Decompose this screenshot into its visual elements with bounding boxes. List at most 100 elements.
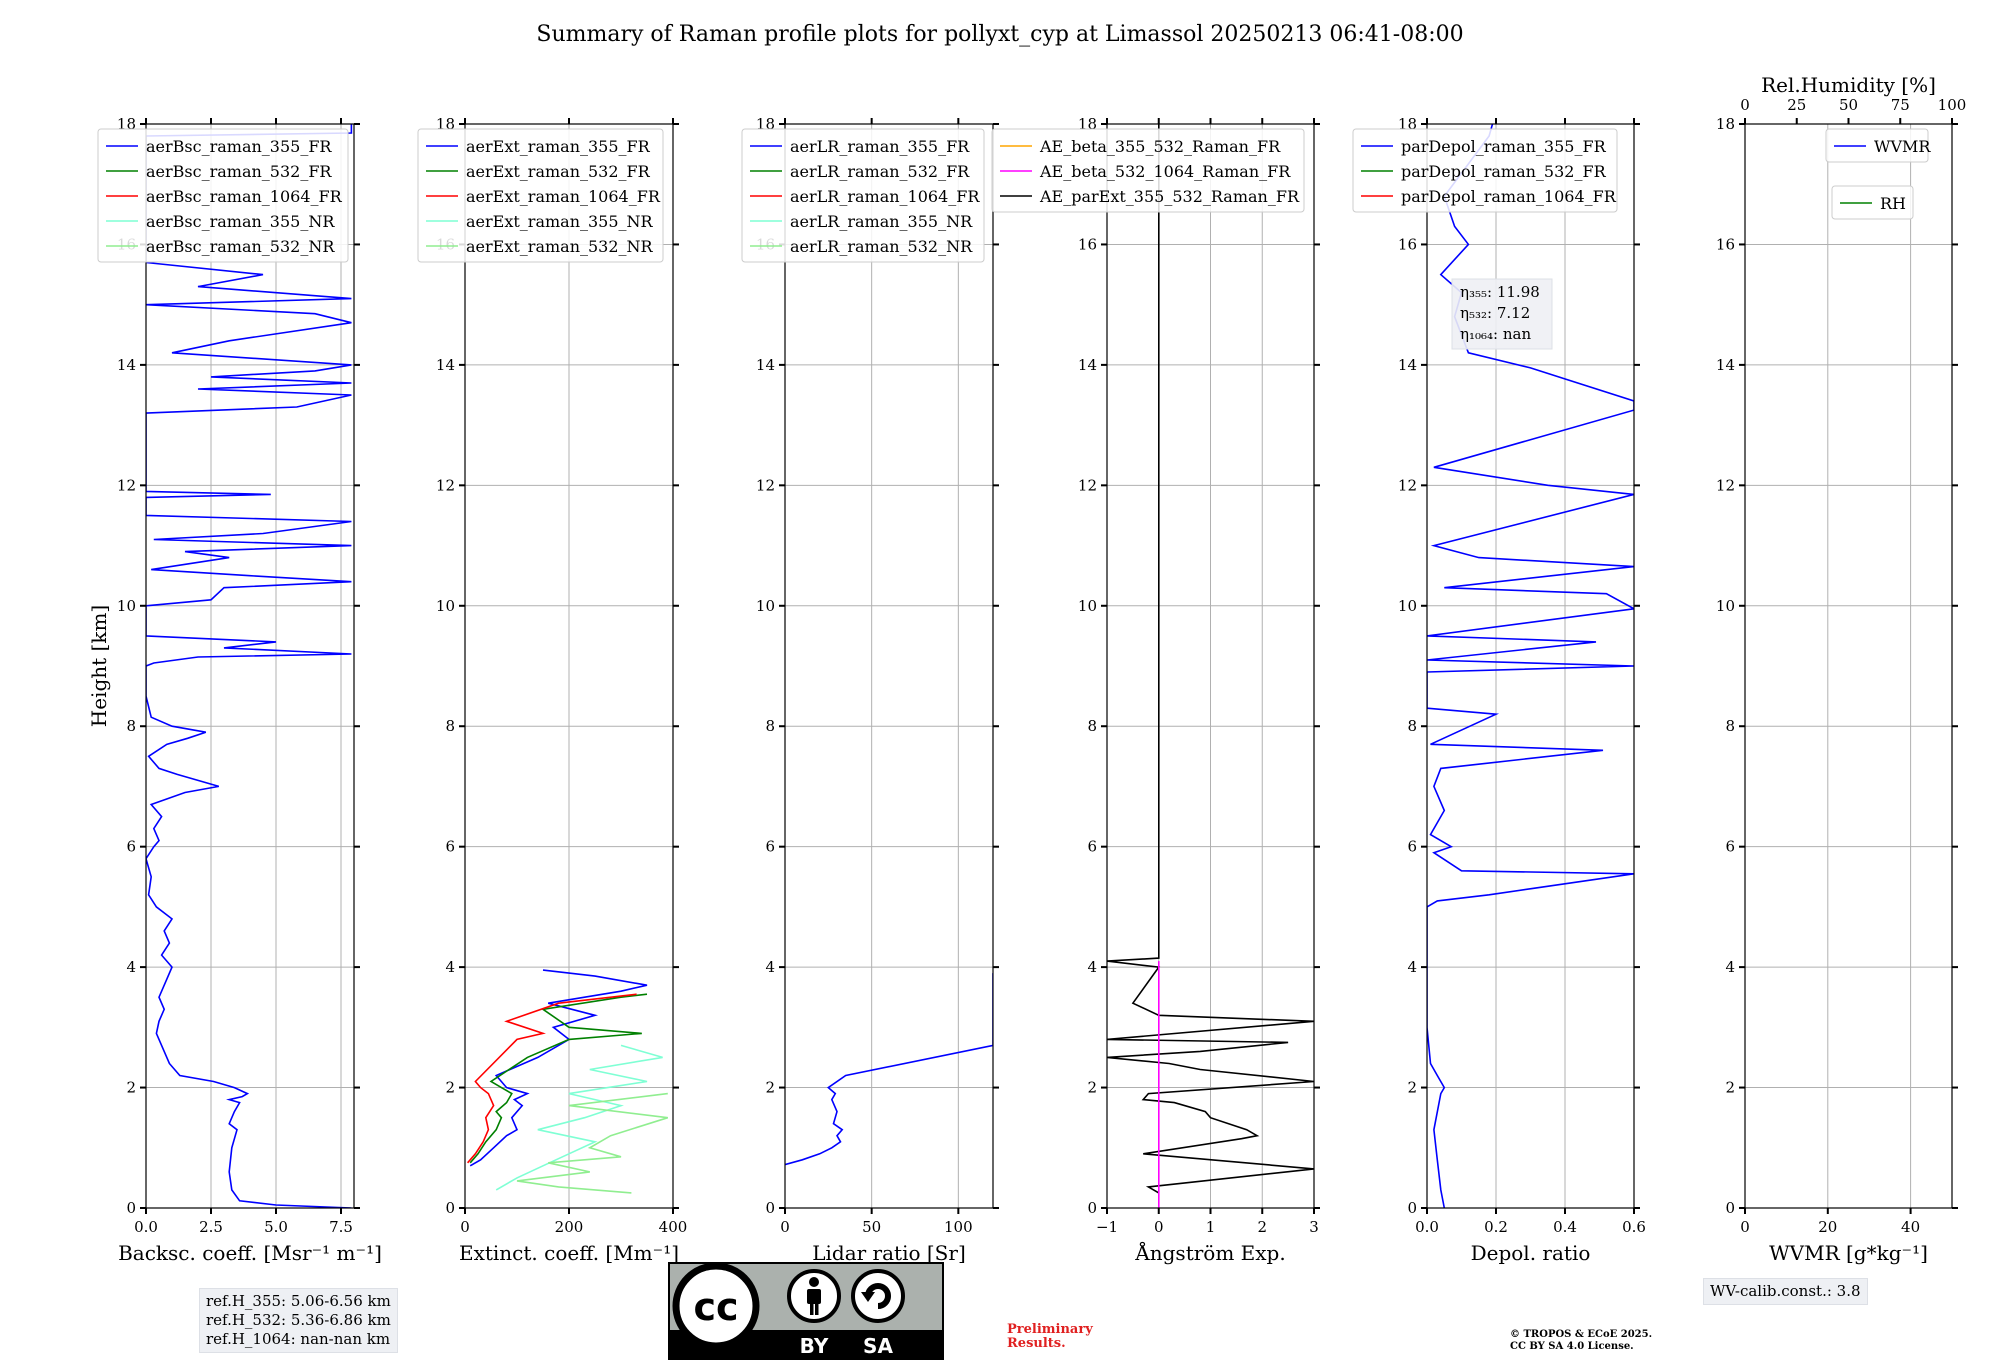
y-tick-label: 10 — [1398, 597, 1417, 615]
x-tick-label: 7.5 — [329, 1218, 353, 1236]
legend: aerBsc_raman_355_FR aerBsc_raman_532_FRae… — [97, 128, 349, 263]
legend: AE_beta_355_532_Raman_FR AE_beta_532_1064… — [991, 128, 1305, 213]
y-tick-label: 8 — [765, 717, 775, 735]
legend-entry: RH — [1880, 194, 1906, 213]
legend-entry: parDepol_raman_355_FR — [1401, 137, 1607, 156]
y-tick-label: 10 — [1716, 597, 1735, 615]
legend-box — [1831, 185, 1914, 220]
y-tick-label: 8 — [1087, 717, 1097, 735]
legend-box — [97, 128, 349, 263]
y-tick-label: 2 — [126, 1079, 136, 1097]
y-tick-label: 0 — [1407, 1199, 1417, 1217]
x-tick-label: 0 — [1154, 1218, 1164, 1236]
legend-entry: aerBsc_raman_532_FR — [146, 162, 332, 181]
legend-entry: aerBsc_raman_355_FR — [146, 137, 332, 156]
x-tick-label: 50 — [862, 1218, 881, 1236]
attribution-person-icon — [787, 1269, 841, 1323]
y-tick-label: 8 — [445, 717, 455, 735]
eta-annotation: η₃₅₅: 11.98 η₅₃₂: 7.12 η₁₀₆₄: nan — [1451, 278, 1553, 350]
legend-box — [1352, 128, 1618, 213]
eta-annotation-line: η₃₅₅: 11.98 — [1460, 283, 1540, 301]
legend-entry: aerLR_raman_355_NR — [790, 212, 973, 231]
x-axis-label: Lidar ratio [Sr] — [812, 1241, 966, 1265]
y-tick-label: 10 — [756, 597, 775, 615]
legend-entry: WVMR — [1874, 137, 1931, 156]
preliminary-note: Preliminary Results. — [1007, 1323, 1093, 1351]
legend-entry: aerExt_raman_532_NR — [466, 237, 654, 256]
panel-frame — [1426, 123, 1635, 1209]
legend-entry: aerBsc_raman_532_NR — [146, 237, 335, 256]
x-tick-label: 20 — [1818, 1218, 1837, 1236]
x-tick-label: 5.0 — [264, 1218, 288, 1236]
series-line-aerBsc_raman_355_FR — [146, 124, 353, 1208]
legend-entry: AE_beta_532_1064_Raman_FR — [1039, 162, 1291, 181]
panel-6: 0 2 4 6 8 10 12 14 16 18 0 20 40 WVMR [g*kg⁻¹] 0 25 50 75… — [1716, 73, 1966, 1265]
reference-height-box: ref.H_355: 5.06-6.56 km ref.H_532: 5.36-… — [199, 1288, 398, 1353]
y-tick-label: 10 — [1078, 597, 1097, 615]
cc-by-sa-license-badge: cc BY SA — [668, 1262, 944, 1360]
legend: aerLR_raman_355_FR aerLR_raman_532_FR aerL… — [741, 128, 985, 263]
legend-entry: aerLR_raman_355_FR — [790, 137, 970, 156]
top-x-tick-label: 50 — [1839, 96, 1858, 114]
y-tick-label: 4 — [765, 958, 775, 976]
eta-annotation-line: η₁₀₆₄: nan — [1460, 325, 1531, 343]
cc-icon-text: cc — [693, 1285, 738, 1329]
series-line-aerExt_raman_355_NR — [495, 1044, 663, 1191]
y-tick-label: 14 — [756, 356, 775, 374]
x-tick-label: 200 — [555, 1218, 584, 1236]
x-tick-label: −1 — [1096, 1218, 1118, 1236]
x-tick-label: 0.0 — [134, 1218, 158, 1236]
x-tick-label: 3 — [1309, 1218, 1319, 1236]
y-tick-label: 4 — [1087, 958, 1097, 976]
y-tick-label: 14 — [1716, 356, 1735, 374]
refh-1064: ref.H_1064: nan-nan km — [206, 1330, 391, 1348]
series-line-parDepol_raman_355_FR — [1427, 124, 1634, 1208]
series-line-aerExt_raman_355_FR — [469, 969, 648, 1167]
legend: WVMR — [1825, 128, 1931, 163]
legend-box — [741, 128, 985, 263]
y-tick-label: 16 — [1078, 235, 1097, 253]
y-tick-label: 2 — [445, 1079, 455, 1097]
legend-entry: AE_parExt_355_532_Raman_FR — [1039, 187, 1300, 206]
y-tick-label: 4 — [1725, 958, 1735, 976]
y-tick-label: 6 — [1407, 838, 1417, 856]
panel-2: 0246810121416180200400Extinct. coeff. [M… — [417, 115, 688, 1265]
legend-entry: aerLR_raman_532_FR — [790, 162, 970, 181]
wv-calibration-box: WV-calib.const.: 3.8 — [1703, 1278, 1868, 1305]
y-tick-label: 12 — [1716, 476, 1735, 494]
y-tick-label: 4 — [126, 958, 136, 976]
y-tick-label: 6 — [1725, 838, 1735, 856]
eta-annotation-box — [1451, 278, 1553, 350]
y-tick-label: 2 — [1725, 1079, 1735, 1097]
legend-box — [991, 128, 1305, 213]
x-tick-label: 0 — [460, 1218, 470, 1236]
by-label: BY — [800, 1334, 829, 1358]
y-tick-label: 14 — [436, 356, 455, 374]
legend: parDepol_raman_355_FR parDepol_raman_532_… — [1352, 128, 1618, 213]
legend-entry: aerBsc_raman_1064_FR — [146, 187, 343, 206]
y-tick-label: 14 — [117, 356, 136, 374]
refh-355: ref.H_355: 5.06-6.56 km — [206, 1292, 391, 1310]
x-axis-label: Depol. ratio — [1471, 1241, 1591, 1265]
y-tick-label: 10 — [436, 597, 455, 615]
y-tick-label: 18 — [1716, 115, 1735, 133]
x-tick-label: 2.5 — [199, 1218, 223, 1236]
x-tick-label: 0.2 — [1484, 1218, 1508, 1236]
y-tick-label: 10 — [117, 597, 136, 615]
x-tick-label: 400 — [659, 1218, 688, 1236]
panel-frame — [145, 123, 355, 1209]
y-tick-label: 8 — [126, 717, 136, 735]
panel-frame — [784, 123, 994, 1209]
x-tick-label: 0 — [1740, 1218, 1750, 1236]
share-alike-icon — [851, 1269, 905, 1323]
y-tick-label: 6 — [1087, 838, 1097, 856]
legend-box — [1825, 128, 1929, 163]
legend-entry: aerLR_raman_1064_FR — [790, 187, 980, 206]
legend-box — [417, 128, 664, 263]
legend-entry: aerExt_raman_532_FR — [466, 162, 651, 181]
cc-icon — [672, 1262, 760, 1350]
x-tick-label: 0 — [780, 1218, 790, 1236]
preliminary-line-2: Results. — [1007, 1336, 1066, 1351]
